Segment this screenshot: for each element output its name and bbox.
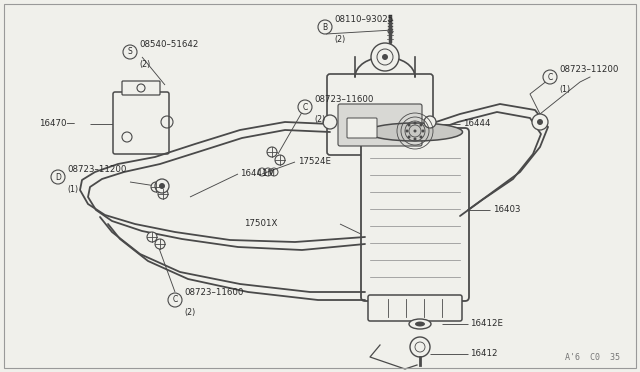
FancyBboxPatch shape xyxy=(327,74,433,155)
Circle shape xyxy=(267,147,277,157)
Text: (2): (2) xyxy=(314,115,325,124)
Text: D: D xyxy=(55,173,61,182)
Circle shape xyxy=(123,45,137,59)
Circle shape xyxy=(532,114,548,130)
Text: 16470—: 16470— xyxy=(39,119,75,128)
Circle shape xyxy=(158,189,168,199)
Ellipse shape xyxy=(415,321,425,327)
Text: 08723–11600: 08723–11600 xyxy=(314,95,373,104)
Text: 16441M: 16441M xyxy=(240,170,275,179)
Circle shape xyxy=(371,43,399,71)
Circle shape xyxy=(168,293,182,307)
Circle shape xyxy=(543,70,557,84)
FancyBboxPatch shape xyxy=(122,81,160,95)
Text: 16412E: 16412E xyxy=(470,320,503,328)
Circle shape xyxy=(413,122,417,125)
Circle shape xyxy=(318,20,332,34)
Circle shape xyxy=(155,179,169,193)
Circle shape xyxy=(424,116,436,128)
Text: 16444: 16444 xyxy=(463,119,490,128)
Circle shape xyxy=(413,138,417,141)
Circle shape xyxy=(406,129,408,132)
Text: 16403: 16403 xyxy=(493,205,520,215)
Circle shape xyxy=(419,135,422,138)
Text: C: C xyxy=(547,73,552,81)
FancyBboxPatch shape xyxy=(347,118,377,138)
Circle shape xyxy=(155,239,165,249)
Circle shape xyxy=(147,232,157,242)
FancyBboxPatch shape xyxy=(113,92,169,154)
Ellipse shape xyxy=(367,123,463,141)
Text: 08540–51642: 08540–51642 xyxy=(139,40,198,49)
Text: (2): (2) xyxy=(139,60,150,69)
Text: C: C xyxy=(172,295,178,305)
Text: 08723–11200: 08723–11200 xyxy=(67,165,126,174)
Text: 16412: 16412 xyxy=(470,350,497,359)
Circle shape xyxy=(275,155,285,165)
Circle shape xyxy=(151,182,161,192)
Text: (2): (2) xyxy=(184,308,195,317)
Circle shape xyxy=(410,337,430,357)
Circle shape xyxy=(408,124,410,126)
Text: (2): (2) xyxy=(334,35,345,44)
Circle shape xyxy=(537,119,543,125)
Circle shape xyxy=(408,135,410,138)
Text: (1): (1) xyxy=(67,185,78,194)
Ellipse shape xyxy=(409,319,431,329)
Circle shape xyxy=(422,129,424,132)
Text: 08723–11200: 08723–11200 xyxy=(559,65,618,74)
Circle shape xyxy=(159,183,165,189)
Text: S: S xyxy=(127,48,132,57)
Text: 08723–11600: 08723–11600 xyxy=(184,288,243,297)
Circle shape xyxy=(419,124,422,126)
FancyBboxPatch shape xyxy=(361,128,469,301)
Text: 17524E: 17524E xyxy=(298,157,331,167)
Text: C: C xyxy=(302,103,308,112)
Text: 08110–93025: 08110–93025 xyxy=(334,15,393,24)
Circle shape xyxy=(382,54,388,60)
Circle shape xyxy=(51,170,65,184)
Circle shape xyxy=(413,129,417,132)
Circle shape xyxy=(323,115,337,129)
Text: B: B xyxy=(323,22,328,32)
FancyBboxPatch shape xyxy=(338,104,422,146)
FancyBboxPatch shape xyxy=(368,295,462,321)
Circle shape xyxy=(298,100,312,114)
Text: (1): (1) xyxy=(559,85,570,94)
Text: A'6  C0  35: A'6 C0 35 xyxy=(565,353,620,362)
Text: 17501X: 17501X xyxy=(244,219,277,228)
